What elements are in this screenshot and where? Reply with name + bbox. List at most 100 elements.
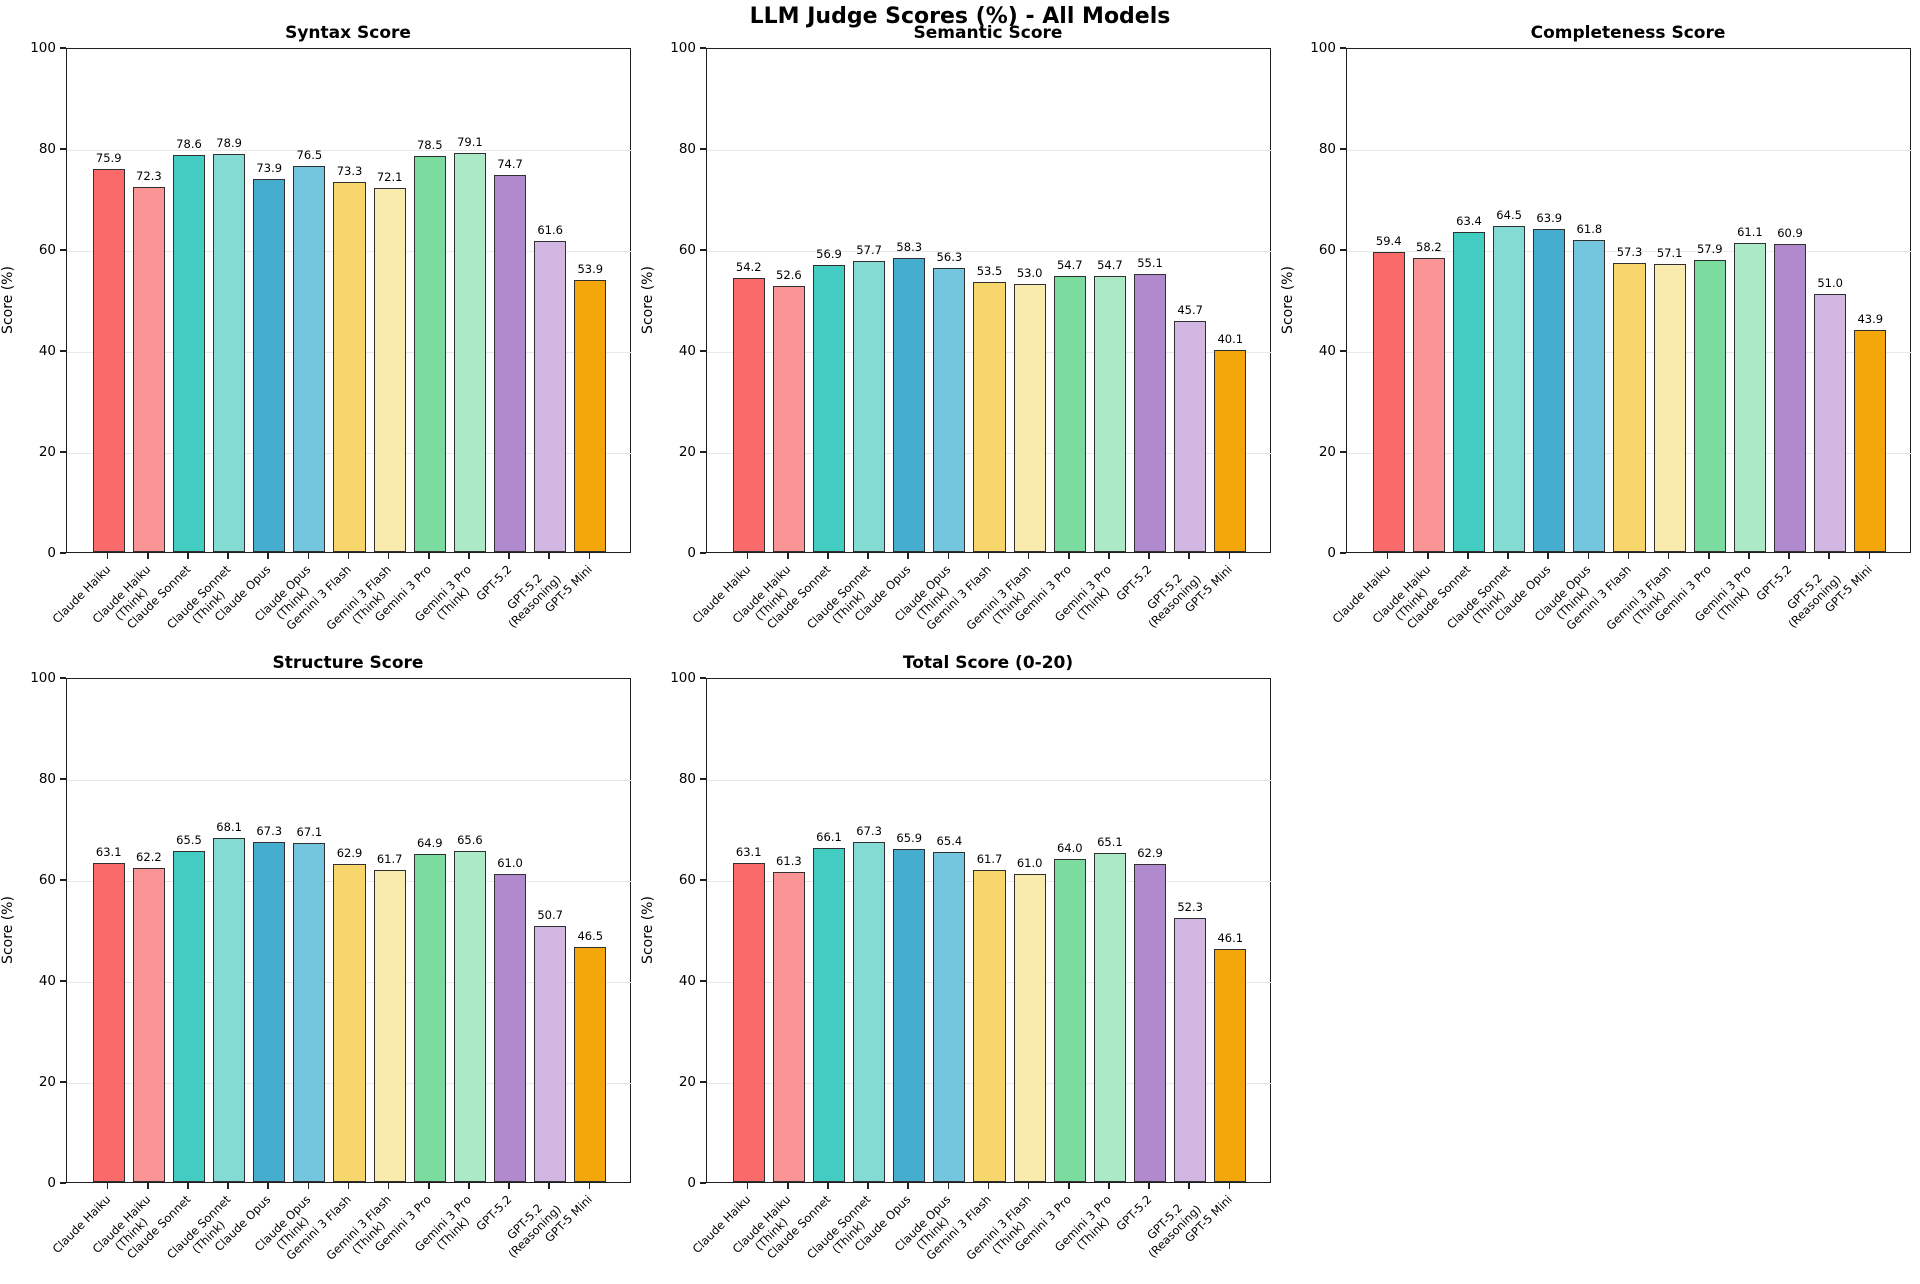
bar bbox=[1133, 273, 1167, 552]
chart-title: Completeness Score bbox=[1530, 23, 1726, 43]
bar bbox=[172, 155, 206, 552]
y-tick-mark bbox=[60, 879, 66, 881]
x-tick-mark bbox=[267, 553, 269, 559]
x-tick-mark bbox=[1788, 553, 1790, 559]
bar-value-label: 54.7 bbox=[1056, 257, 1083, 272]
y-tick-label: 100 bbox=[670, 670, 696, 686]
plot-area: 54.2 52.6 56.9 57.7 58.3 56.3 53.5 53.0 54.7 54.7… bbox=[706, 48, 1272, 553]
bar-value-label: 67.3 bbox=[856, 824, 882, 839]
gridline bbox=[1347, 150, 1912, 151]
y-axis-label: Score (%) bbox=[640, 266, 656, 334]
bar bbox=[1653, 263, 1686, 552]
bar-value-label: 57.3 bbox=[1616, 244, 1643, 259]
y-tick-mark bbox=[60, 1081, 66, 1083]
y-axis-label: Score (%) bbox=[1280, 266, 1296, 334]
plot-area: 59.4 58.2 63.4 64.5 63.9 61.8 57.3 57.1 57.9 61.1… bbox=[1346, 48, 1912, 553]
bar-value-label: 59.4 bbox=[1375, 234, 1402, 249]
bar-value-label: 63.4 bbox=[1456, 213, 1482, 228]
bar-value-label: 75.9 bbox=[95, 150, 122, 165]
y-tick-mark bbox=[700, 1081, 706, 1083]
x-tick-mark bbox=[1108, 1183, 1110, 1189]
bar bbox=[732, 863, 765, 1182]
x-tick-mark bbox=[787, 553, 789, 559]
bar-value-label: 58.3 bbox=[896, 239, 923, 254]
bar bbox=[1452, 231, 1486, 552]
bar-value-label: 60.9 bbox=[1777, 226, 1803, 241]
bar-value-label: 74.7 bbox=[497, 156, 523, 171]
x-tick-mark bbox=[1708, 553, 1710, 559]
x-tick-mark bbox=[428, 1183, 430, 1189]
y-tick-label: 20 bbox=[678, 444, 696, 460]
y-tick-mark bbox=[700, 980, 706, 982]
x-tick-mark bbox=[1148, 1183, 1150, 1189]
x-tick-mark bbox=[1027, 1183, 1030, 1189]
bar-value-label: 56.3 bbox=[936, 249, 963, 264]
chart-semantic-score: Semantic Score Score (%) 54.2 52.6 56.9 57.7 5… bbox=[640, 23, 1280, 654]
x-tick-mark bbox=[468, 1183, 470, 1189]
bar bbox=[1214, 949, 1247, 1182]
bar bbox=[1093, 275, 1126, 552]
figure-title: LLM Judge Scores (%) - All Models bbox=[749, 4, 1171, 29]
bar-value-label: 62.9 bbox=[1137, 846, 1163, 861]
bar bbox=[1053, 275, 1086, 552]
bar bbox=[1013, 284, 1046, 552]
y-tick-mark bbox=[60, 350, 66, 352]
y-axis-label: Score (%) bbox=[640, 896, 656, 964]
bar-value-label: 72.3 bbox=[136, 168, 162, 183]
y-tick-label: 40 bbox=[678, 973, 696, 989]
y-tick-label: 100 bbox=[30, 40, 56, 56]
y-tick-label: 80 bbox=[678, 771, 696, 787]
bar bbox=[293, 165, 326, 552]
x-tick-mark bbox=[1108, 553, 1110, 559]
bar bbox=[92, 863, 125, 1182]
y-tick-label: 20 bbox=[678, 1074, 696, 1090]
bar bbox=[772, 872, 805, 1182]
x-tick-mark bbox=[106, 553, 109, 559]
bar bbox=[453, 850, 486, 1182]
bar bbox=[1533, 229, 1566, 552]
bar bbox=[333, 864, 366, 1182]
x-tick-mark bbox=[1386, 553, 1389, 559]
y-tick-mark bbox=[60, 778, 66, 780]
chart-structure-score: Structure Score Score (%) 63.1 62.2 65.5 68.1… bbox=[0, 653, 640, 1284]
bar-value-label: 51.0 bbox=[1817, 276, 1843, 291]
x-tick-mark bbox=[827, 1183, 829, 1189]
x-tick-mark bbox=[147, 553, 149, 559]
bar bbox=[1174, 917, 1207, 1182]
x-tick-mark bbox=[947, 553, 950, 559]
x-tick-mark bbox=[867, 1183, 869, 1189]
plot-area: 75.9 72.3 78.6 78.9 73.9 76.5 73.3 72.1 78.5 79.1… bbox=[66, 48, 632, 553]
bar bbox=[132, 186, 165, 552]
bar bbox=[413, 854, 446, 1182]
y-tick-label: 60 bbox=[678, 242, 696, 258]
bar-value-label: 58.2 bbox=[1416, 240, 1442, 255]
bar bbox=[973, 281, 1006, 552]
bar bbox=[973, 870, 1006, 1182]
x-tick-mark bbox=[746, 1183, 749, 1189]
bar bbox=[574, 947, 607, 1182]
y-tick-mark bbox=[1340, 451, 1346, 453]
bar-value-label: 61.6 bbox=[537, 222, 563, 237]
x-tick-mark bbox=[548, 553, 550, 559]
bar-value-label: 65.1 bbox=[1097, 835, 1123, 850]
y-tick-mark bbox=[700, 879, 706, 881]
y-tick-mark bbox=[700, 778, 706, 780]
bar-value-label: 43.9 bbox=[1857, 312, 1884, 327]
x-tick-mark bbox=[827, 553, 829, 559]
bar bbox=[1573, 239, 1606, 552]
x-tick-mark bbox=[588, 1183, 591, 1189]
x-tick-mark bbox=[1547, 553, 1549, 559]
bar bbox=[453, 152, 486, 552]
y-tick-mark bbox=[700, 677, 706, 679]
y-tick-mark bbox=[60, 47, 66, 49]
bar-value-label: 64.0 bbox=[1056, 840, 1083, 855]
bar-value-label: 61.3 bbox=[776, 854, 802, 869]
x-tick-mark bbox=[468, 553, 470, 559]
x-tick-mark bbox=[347, 553, 350, 559]
y-tick-label: 0 bbox=[687, 545, 696, 561]
bar-value-label: 67.3 bbox=[256, 824, 283, 839]
x-tick-mark bbox=[1587, 553, 1590, 559]
x-tick-mark bbox=[907, 553, 909, 559]
y-tick-mark bbox=[1340, 47, 1346, 49]
y-tick-mark bbox=[700, 47, 706, 49]
